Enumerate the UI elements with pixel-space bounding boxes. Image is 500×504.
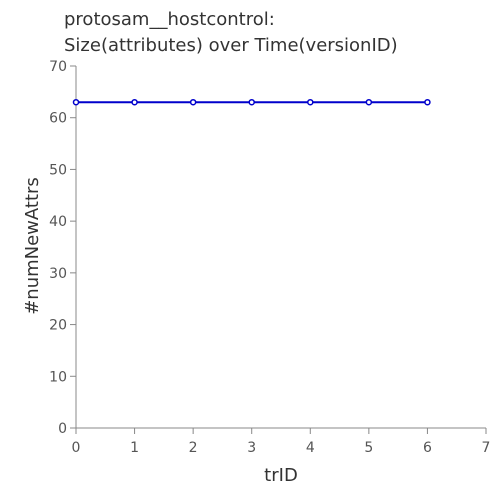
series	[72, 98, 431, 106]
data-point	[189, 98, 197, 106]
y-tick-label: 10	[49, 369, 67, 385]
x-tick-label: 2	[189, 440, 198, 456]
y-axis-label: #numNewAttrs	[22, 177, 43, 315]
y-tick-label: 50	[49, 162, 67, 178]
x-tick-label: 4	[306, 440, 315, 456]
y-tick-label: 0	[58, 421, 67, 437]
x-tick-label: 1	[130, 440, 139, 456]
x-tick-label: 7	[482, 440, 491, 456]
y-tick-label: 20	[49, 318, 67, 334]
data-point	[424, 98, 431, 106]
y-tick-label: 70	[49, 59, 67, 75]
y-tick-label: 40	[49, 214, 67, 230]
ticks: 0 10 20 30 40 50 60 70 0 1 2 3 4 5 6 7	[49, 59, 490, 456]
data-point	[131, 98, 138, 106]
data-point	[72, 98, 80, 106]
y-tick-label: 60	[49, 111, 67, 127]
y-tick-label: 30	[49, 266, 67, 282]
x-tick-label: 5	[364, 440, 373, 456]
data-point	[248, 98, 255, 106]
chart-title-line-2: Size(attributes) over Time(versionID)	[64, 35, 398, 56]
x-tick-label: 3	[247, 440, 256, 456]
data-point	[365, 98, 373, 106]
x-axis-label: trID	[264, 465, 298, 486]
chart-title-line-1: protosam__hostcontrol:	[64, 9, 275, 30]
axes	[75, 66, 486, 429]
x-tick-label: 0	[72, 440, 81, 456]
x-tick-label: 6	[423, 440, 432, 456]
data-point	[307, 98, 314, 106]
